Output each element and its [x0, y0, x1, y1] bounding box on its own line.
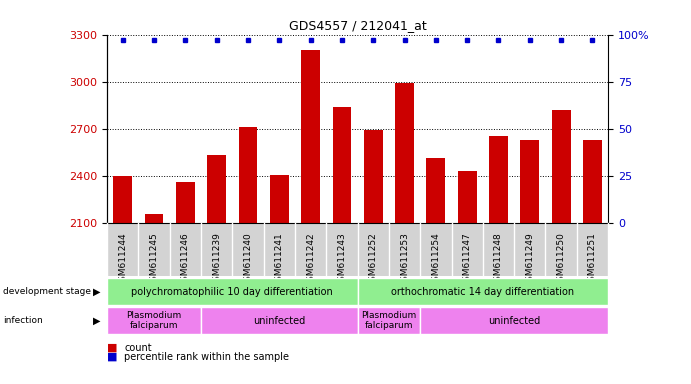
Title: GDS4557 / 212041_at: GDS4557 / 212041_at	[289, 19, 426, 32]
Bar	[520, 140, 539, 223]
Bar	[551, 110, 571, 223]
Text: orthochromatic 14 day differentiation: orthochromatic 14 day differentiation	[391, 287, 574, 297]
Bar	[113, 177, 132, 223]
Bar	[238, 127, 257, 223]
Bar	[364, 130, 383, 223]
Text: Plasmodium
falciparum: Plasmodium falciparum	[361, 311, 417, 330]
Text: ▶: ▶	[93, 316, 100, 326]
Text: Plasmodium
falciparum: Plasmodium falciparum	[126, 311, 182, 330]
Text: ▶: ▶	[93, 287, 100, 297]
Text: polychromatophilic 10 day differentiation: polychromatophilic 10 day differentiatio…	[131, 287, 333, 297]
Bar	[457, 171, 477, 223]
Text: percentile rank within the sample: percentile rank within the sample	[124, 352, 290, 362]
Bar	[270, 175, 289, 223]
Bar	[332, 107, 351, 223]
Bar	[583, 140, 602, 223]
Text: uninfected: uninfected	[488, 316, 540, 326]
Bar	[489, 136, 508, 223]
Bar	[395, 83, 414, 223]
Text: ■: ■	[107, 352, 117, 362]
Text: infection: infection	[3, 316, 44, 325]
Bar	[176, 182, 195, 223]
Bar	[144, 214, 164, 223]
Text: ■: ■	[107, 343, 117, 353]
Bar	[301, 50, 320, 223]
Text: development stage: development stage	[3, 287, 91, 296]
Bar	[207, 155, 226, 223]
Bar	[426, 159, 445, 223]
Text: count: count	[124, 343, 152, 353]
Text: uninfected: uninfected	[253, 316, 305, 326]
